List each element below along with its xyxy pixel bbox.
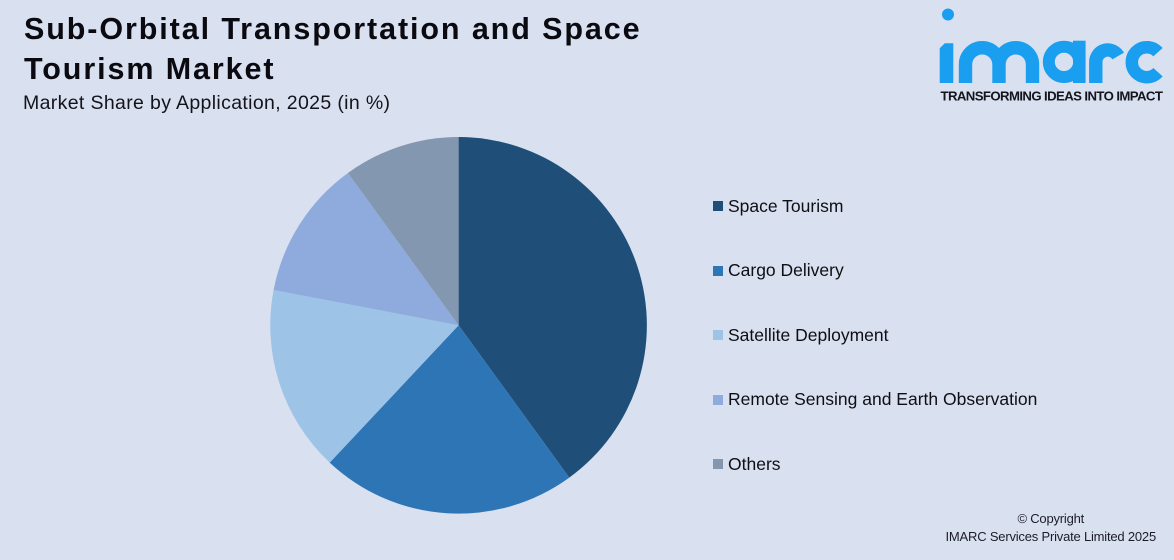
svg-text:TRANSFORMING IDEAS INTO IMPACT: TRANSFORMING IDEAS INTO IMPACT	[941, 88, 1163, 103]
